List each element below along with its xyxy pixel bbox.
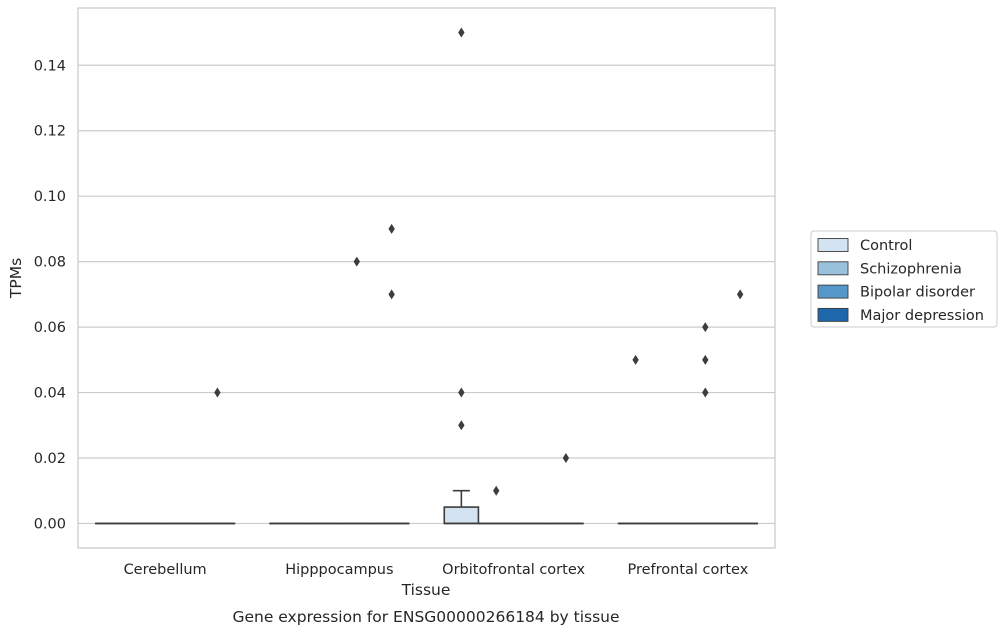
legend-label: Major depression — [860, 308, 984, 324]
y-tick-label: 0.00 — [34, 516, 66, 532]
box — [443, 506, 480, 525]
legend-label: Bipolar disorder — [860, 285, 975, 301]
legend-label: Schizophrenia — [860, 261, 962, 277]
legend-swatch — [817, 261, 849, 276]
outlier-point — [736, 289, 744, 300]
outlier-point — [632, 354, 639, 365]
outlier-point — [458, 387, 465, 398]
chart-title: Gene expression for ENSG00000266184 by t… — [232, 608, 619, 626]
x-axis-ticks: Cerebellum Hipppocampus Orbitofrontal cort… — [124, 562, 749, 578]
x-tick-label: Prefrontal cortex — [627, 562, 748, 578]
y-tick-label: 0.08 — [34, 255, 66, 271]
y-tick-label: 0.12 — [34, 124, 66, 140]
x-tick-label: Cerebellum — [124, 562, 207, 578]
legend-swatch — [817, 307, 849, 322]
x-axis-label: Tissue — [401, 581, 451, 599]
y-tick-label: 0.14 — [34, 58, 66, 74]
x-tick-label: Orbitofrontal cortex — [442, 562, 585, 578]
legend-swatch — [817, 284, 849, 299]
outlier-point — [493, 485, 500, 496]
outlier-point — [388, 289, 395, 300]
outlier-point — [562, 453, 570, 463]
legend-swatch — [817, 238, 849, 252]
outlier-point — [702, 387, 709, 398]
outlier-point — [388, 223, 395, 234]
y-tick-label: 0.06 — [34, 320, 66, 336]
y-tick-label: 0.04 — [34, 386, 66, 402]
outlier-point — [214, 387, 221, 398]
plot-frame — [77, 7, 776, 549]
legend-label: Control — [860, 238, 912, 254]
box-elements — [94, 489, 759, 525]
outlier-points — [214, 27, 744, 496]
outlier-point — [353, 256, 360, 267]
outlier-point — [702, 322, 709, 333]
legend-frame — [810, 230, 998, 328]
y-axis-label: TPMs — [7, 258, 25, 299]
x-tick-label: Hipppocampus — [285, 562, 393, 578]
y-tick-label: 0.02 — [34, 451, 66, 467]
outlier-point — [702, 354, 709, 365]
y-axis-ticks: 0.00 0.02 0.04 0.06 0.08 0.10 0.12 0.14 — [34, 58, 66, 532]
legend: Control Schizophrenia Bipolar disorder Majo… — [810, 230, 998, 328]
outlier-point — [458, 420, 465, 431]
outlier-point — [458, 27, 465, 38]
y-tick-label: 0.10 — [34, 189, 66, 205]
